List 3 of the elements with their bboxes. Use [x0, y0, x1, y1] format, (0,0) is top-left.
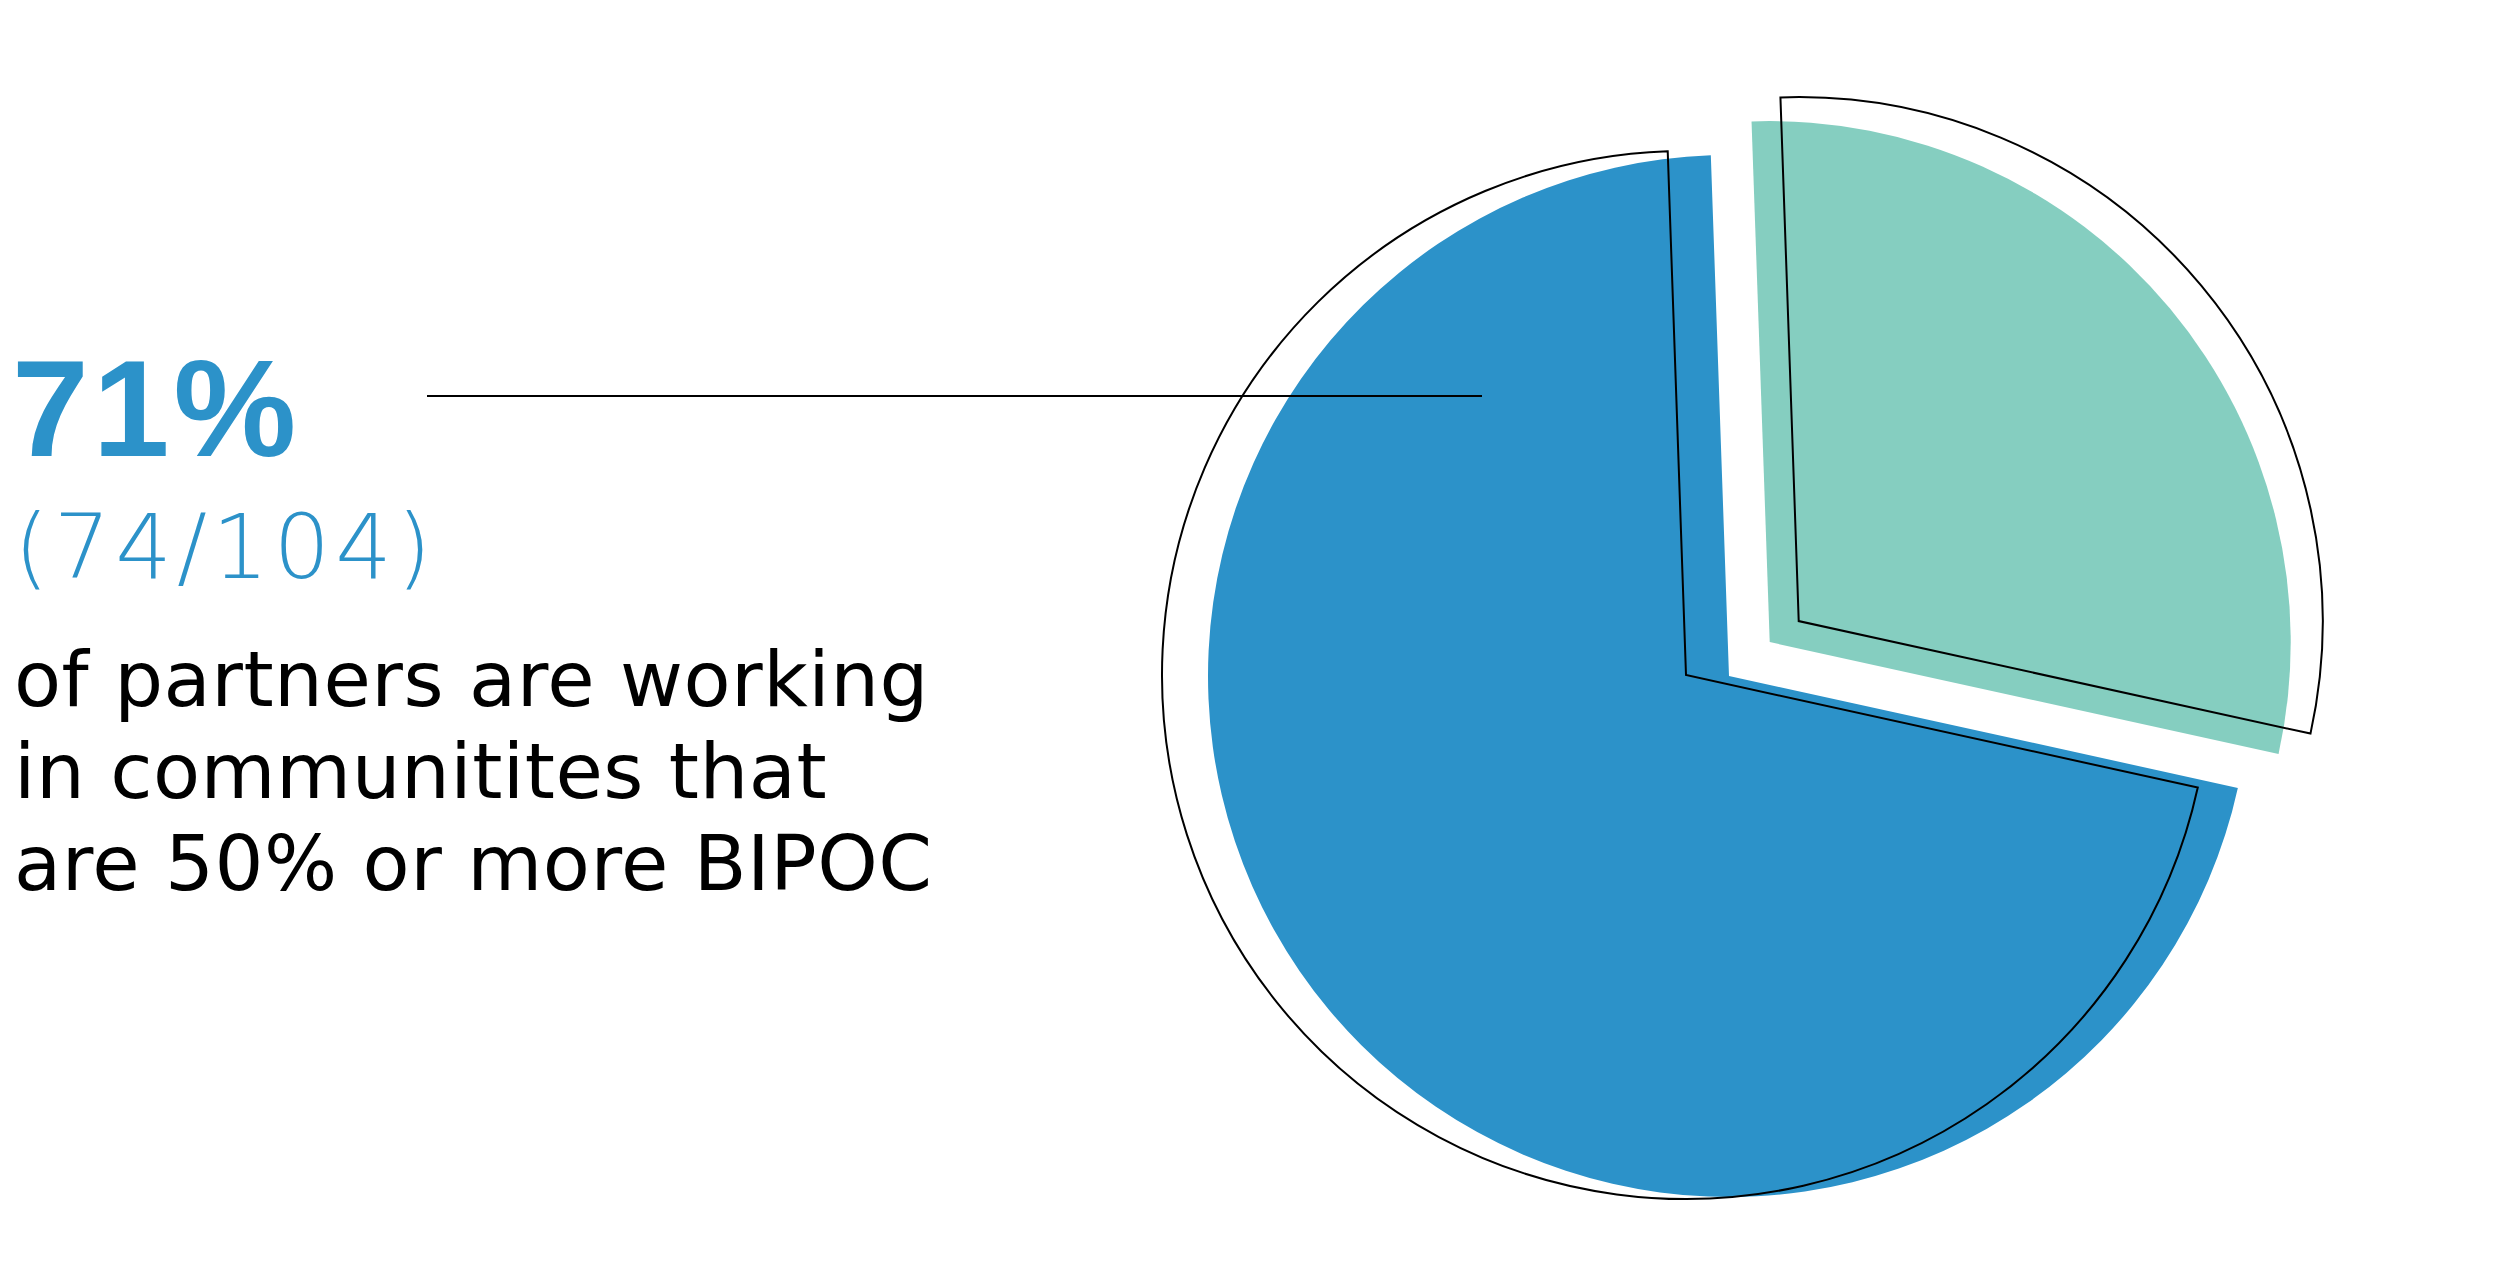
data-label: 71%: [12, 331, 301, 485]
text: (74/104): [14, 495, 437, 599]
text: of partners are working in communitites that are 50% or more BIPOC: [14, 635, 933, 908]
